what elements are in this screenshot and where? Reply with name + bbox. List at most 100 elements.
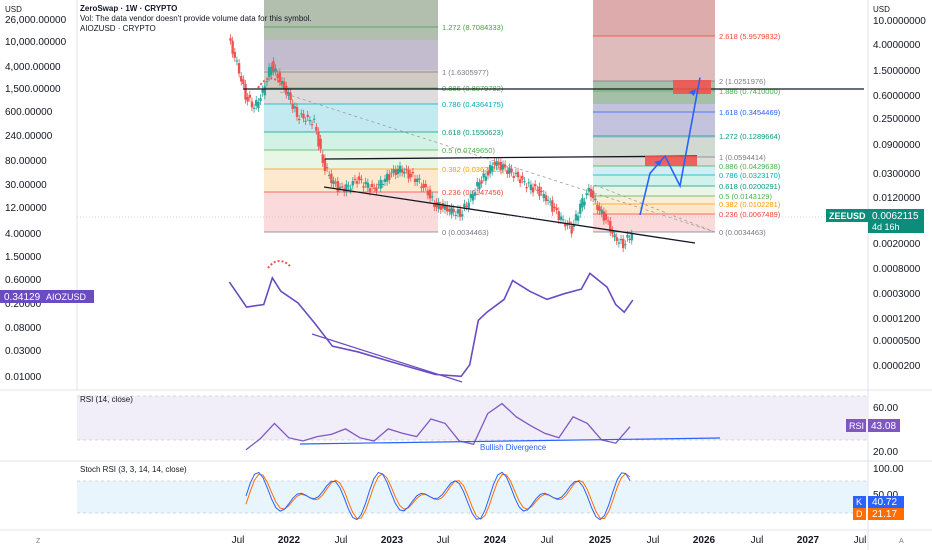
- fib-zone-right: [593, 175, 715, 186]
- price-candle: [289, 92, 292, 101]
- price-candle: [385, 173, 389, 182]
- price-candle: [540, 190, 543, 192]
- price-candle: [287, 92, 290, 96]
- fib-level-label: 0 (0.0034463): [442, 228, 489, 237]
- price-candle: [503, 164, 507, 168]
- price-candle: [613, 234, 616, 238]
- price-candle: [306, 114, 309, 117]
- bar-countdown: 4d 16h: [872, 222, 900, 232]
- stoch-k-label: K: [856, 497, 862, 507]
- fib-zone-left: [264, 0, 438, 40]
- left-axis-tick: 1,500.00000: [5, 84, 61, 95]
- price-candle: [441, 203, 445, 209]
- stoch-k-line[interactable]: [245, 471, 631, 521]
- left-axis-tick: 4.00000: [5, 229, 42, 240]
- price-candle: [448, 208, 451, 212]
- main-symbol-badge-label: ZEEUSD: [829, 211, 866, 221]
- price-candle: [531, 187, 535, 193]
- price-candle: [611, 230, 614, 234]
- price-candle: [246, 97, 249, 102]
- right-axis-tick: 0.0120000: [873, 193, 921, 204]
- price-candle: [250, 101, 254, 108]
- left-axis-tick: 0.20000: [5, 299, 42, 310]
- left-axis-tick: 30.00000: [5, 180, 47, 191]
- price-candle: [383, 178, 387, 182]
- price-candle: [420, 186, 423, 188]
- price-candle: [430, 196, 434, 198]
- price-candle: [521, 175, 524, 180]
- compare-divergence-line: [311, 333, 463, 383]
- fib-level-label: 0.618 (0.0200291): [719, 182, 781, 191]
- right-axis-tick: 0.0300000: [873, 169, 921, 180]
- rsi-title[interactable]: RSI (14, close): [80, 395, 133, 404]
- fib-zone-right: [593, 138, 715, 157]
- projection-arrowhead: [654, 160, 662, 166]
- price-candle: [235, 60, 239, 62]
- price-candle: [302, 113, 305, 119]
- price-candle: [270, 66, 273, 76]
- time-axis-label: Jul: [335, 535, 348, 546]
- rsi-value: 43.08: [871, 421, 896, 432]
- price-candle: [467, 202, 470, 209]
- time-axis-label: 2027: [797, 535, 820, 546]
- rsi-label: RSI: [849, 421, 864, 431]
- price-candle: [568, 221, 571, 225]
- projection-path[interactable]: [639, 77, 701, 216]
- fib-level-label: 0.786 (0.4364175): [442, 100, 504, 109]
- price-candle: [362, 186, 365, 188]
- right-axis-tick: 0.0900000: [873, 140, 921, 151]
- price-candle: [512, 175, 515, 178]
- price-candle: [621, 238, 625, 249]
- price-candle: [415, 178, 419, 182]
- price-candle: [619, 238, 623, 241]
- compare-symbol-label[interactable]: AIOZUSD · CRYPTO: [80, 24, 156, 33]
- price-candle: [542, 193, 545, 198]
- price-candle: [377, 184, 380, 186]
- price-candle: [300, 113, 303, 115]
- stoch-title[interactable]: Stoch RSI (3, 3, 14, 14, close): [80, 465, 187, 474]
- price-candle: [267, 67, 271, 78]
- fib-level-label: 1 (0.0594414): [719, 153, 766, 162]
- price-candle: [473, 192, 477, 196]
- right-axis-tick: 0.6000000: [873, 91, 921, 102]
- auto-scale-icon[interactable]: A: [899, 538, 904, 545]
- fib-level-label: 0 (0.0034463): [719, 228, 766, 237]
- price-candle: [566, 224, 569, 226]
- compare-series-line[interactable]: [228, 272, 634, 378]
- left-axis-tick: 240.00000: [5, 131, 53, 142]
- fib-zone-right: [593, 186, 715, 196]
- timezone-icon[interactable]: Z: [36, 538, 41, 545]
- price-candle: [379, 179, 382, 189]
- time-axis-label: Jul: [751, 535, 764, 546]
- price-candle: [353, 178, 357, 180]
- price-candle: [355, 181, 359, 184]
- price-candle: [624, 244, 627, 246]
- stoch-k-value: 40.72: [872, 497, 897, 508]
- price-candle: [617, 242, 621, 244]
- rsi-value-badge: [868, 419, 900, 432]
- price-candle: [332, 180, 335, 184]
- left-axis-tick: 600.00000: [5, 107, 53, 118]
- resistance-line-mid[interactable]: [324, 155, 698, 160]
- price-candle: [255, 100, 258, 106]
- price-candle: [544, 195, 548, 202]
- price-candle: [506, 170, 509, 174]
- price-candle: [525, 187, 528, 189]
- right-axis-tick: 0.0000200: [873, 361, 921, 372]
- support-line[interactable]: [323, 186, 696, 244]
- price-candle: [334, 182, 337, 184]
- price-candle: [570, 225, 573, 234]
- price-candle: [549, 201, 552, 203]
- fib-level-label: 0.5 (0.0749650): [442, 146, 495, 155]
- price-candle: [398, 165, 402, 173]
- price-candle: [368, 188, 372, 192]
- price-candle: [345, 184, 348, 193]
- price-candle: [458, 209, 462, 217]
- stoch-d-value-badge: [868, 508, 904, 520]
- time-axis-label: Jul: [232, 535, 245, 546]
- fib-level-label: 1.272 (8.7084333): [442, 23, 504, 32]
- rsi-line[interactable]: [245, 402, 631, 451]
- symbol-title[interactable]: ZeroSwap · 1W · CRYPTO: [80, 4, 178, 13]
- price-candle: [518, 179, 522, 184]
